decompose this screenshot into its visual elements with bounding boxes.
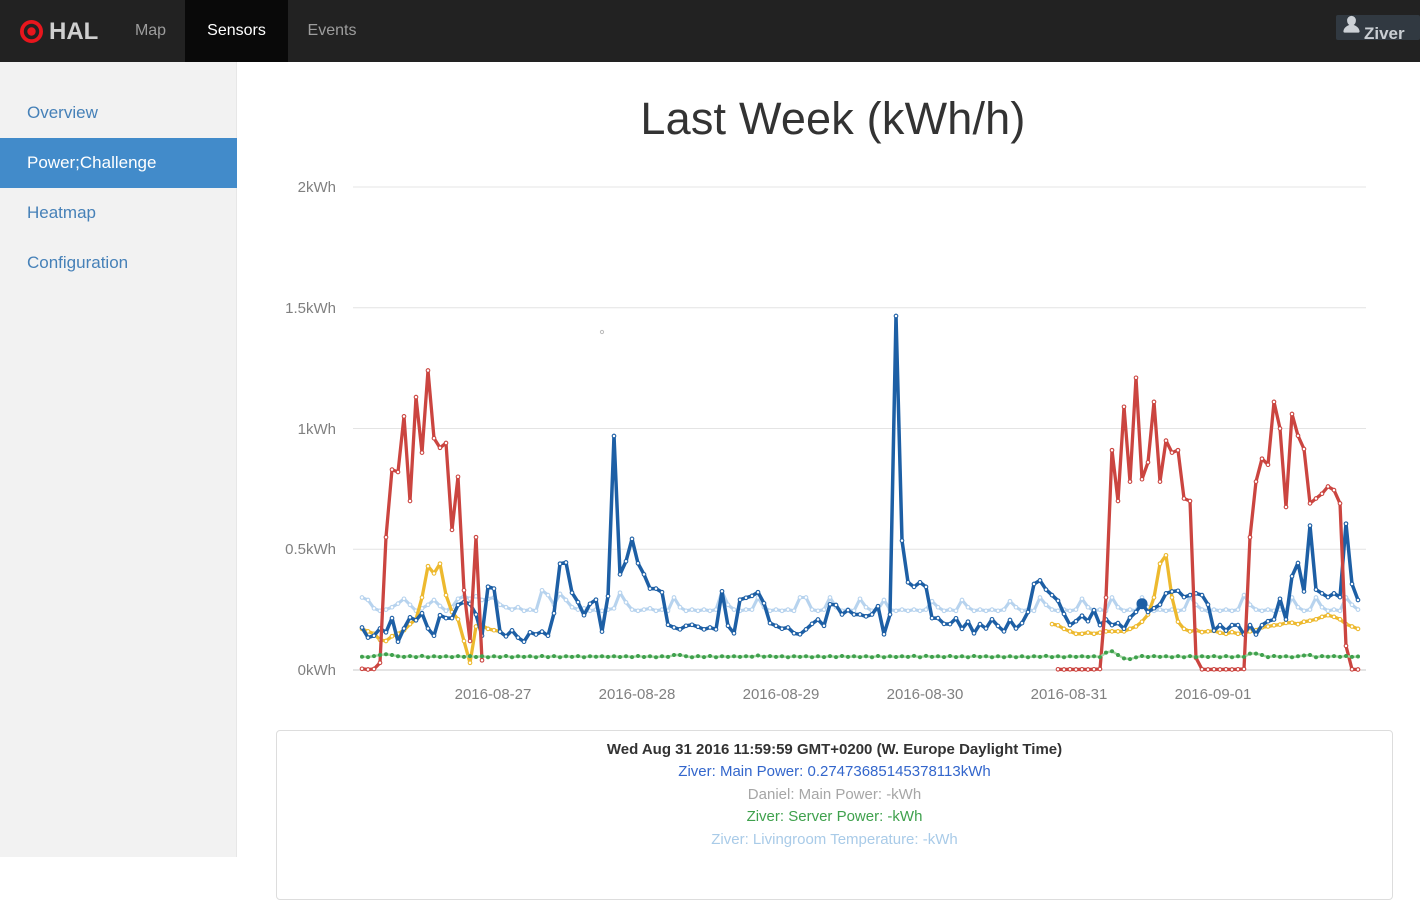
svg-text:2016-08-29: 2016-08-29 [743,686,820,703]
svg-text:2016-08-31: 2016-08-31 [1031,686,1108,703]
svg-text:0kWh: 0kWh [298,662,336,679]
svg-text:2016-08-27: 2016-08-27 [455,686,532,703]
svg-text:2016-08-28: 2016-08-28 [599,686,676,703]
svg-text:2kWh: 2kWh [298,179,336,196]
svg-text:2016-09-01: 2016-09-01 [1175,686,1252,703]
svg-text:1.5kWh: 1.5kWh [285,300,336,317]
svg-text:2016-08-30: 2016-08-30 [887,686,964,703]
svg-text:1kWh: 1kWh [298,421,336,438]
svg-text:0.5kWh: 0.5kWh [285,541,336,558]
